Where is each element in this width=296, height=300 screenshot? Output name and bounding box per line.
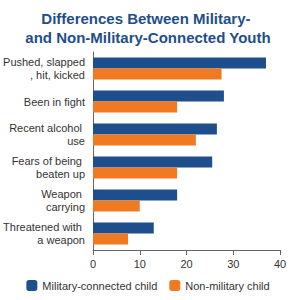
svg-text:Recent alcohol: Recent alcohol bbox=[9, 122, 85, 134]
svg-text:Differences Between Military-: Differences Between Military- bbox=[41, 10, 254, 27]
svg-text:, hit, kicked: , hit, kicked bbox=[30, 69, 85, 81]
svg-text:and Non-Military-Connected You: and Non-Military-Connected Youth bbox=[25, 29, 270, 46]
svg-text:10: 10 bbox=[134, 258, 146, 270]
svg-text:0: 0 bbox=[90, 258, 96, 270]
svg-text:30: 30 bbox=[227, 258, 239, 270]
svg-text:40: 40 bbox=[274, 258, 286, 270]
svg-text:use: use bbox=[67, 135, 85, 147]
svg-text:Non-military child: Non-military child bbox=[185, 280, 269, 292]
svg-text:Fears of being: Fears of being bbox=[12, 155, 85, 167]
svg-text:20: 20 bbox=[180, 258, 192, 270]
svg-text:Weapon: Weapon bbox=[41, 188, 85, 200]
svg-text:carrying: carrying bbox=[46, 201, 85, 213]
svg-text:Threatened with: Threatened with bbox=[3, 221, 85, 233]
svg-text:Military-connected child: Military-connected child bbox=[42, 280, 157, 292]
svg-text:a weapon: a weapon bbox=[37, 234, 85, 246]
svg-text:Pushed, slapped: Pushed, slapped bbox=[3, 56, 85, 68]
svg-text:Been in fight: Been in fight bbox=[24, 96, 85, 108]
svg-text:beaten up: beaten up bbox=[36, 168, 85, 180]
